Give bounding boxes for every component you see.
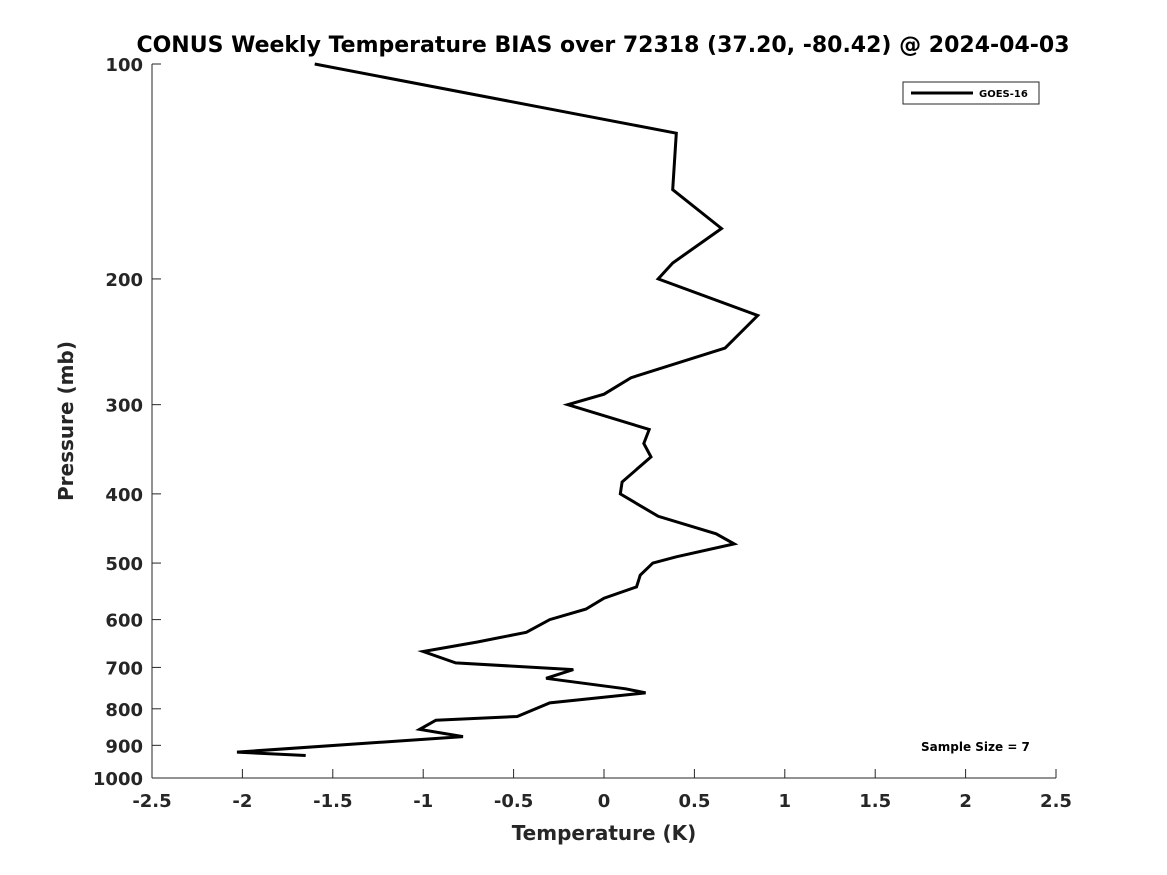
x-tick-label: -1 — [413, 791, 433, 812]
y-tick-label: 300 — [105, 396, 143, 417]
y-axis-ticks: 100 200 300 400 500 600 700 800 900 1000 — [93, 55, 161, 790]
plot-axes — [151, 64, 1056, 779]
x-axis-label: Temperature (K) — [512, 821, 697, 845]
x-tick-label: 2 — [959, 791, 972, 812]
x-tick-label: 1 — [779, 791, 792, 812]
y-tick-label: 700 — [105, 658, 143, 679]
series-group — [236, 62, 761, 757]
sample-size-annotation: Sample Size = 7 — [921, 740, 1030, 754]
x-tick-label: -2.5 — [132, 791, 171, 812]
x-tick-label: 0.5 — [678, 791, 710, 812]
y-tick-label: 200 — [105, 270, 143, 291]
x-tick-label: 2.5 — [1040, 791, 1072, 812]
x-tick-label: 0 — [598, 791, 611, 812]
x-tick-label: -0.5 — [494, 791, 533, 812]
legend-label-goes-16: GOES-16 — [979, 89, 1028, 100]
series-line-goes-16 — [236, 62, 761, 757]
y-tick-label: 900 — [105, 736, 143, 757]
y-tick-label: 400 — [105, 485, 143, 506]
y-tick-label: 800 — [105, 700, 143, 721]
x-tick-label: -1.5 — [313, 791, 352, 812]
y-tick-label: 600 — [105, 611, 143, 632]
legend: GOES-16 — [902, 81, 1040, 105]
y-axis-label: Pressure (mb) — [54, 341, 78, 501]
x-tick-label: -2 — [232, 791, 252, 812]
y-tick-label: 1000 — [93, 769, 143, 790]
x-axis-ticks: -2.5 -2 -1.5 -1 -0.5 0 0.5 1 1.5 2 2.5 — [132, 769, 1072, 812]
chart-title: CONUS Weekly Temperature BIAS over 72318… — [136, 33, 1069, 58]
x-tick-label: 1.5 — [859, 791, 891, 812]
y-tick-label: 100 — [105, 55, 143, 76]
y-tick-label: 500 — [105, 554, 143, 575]
